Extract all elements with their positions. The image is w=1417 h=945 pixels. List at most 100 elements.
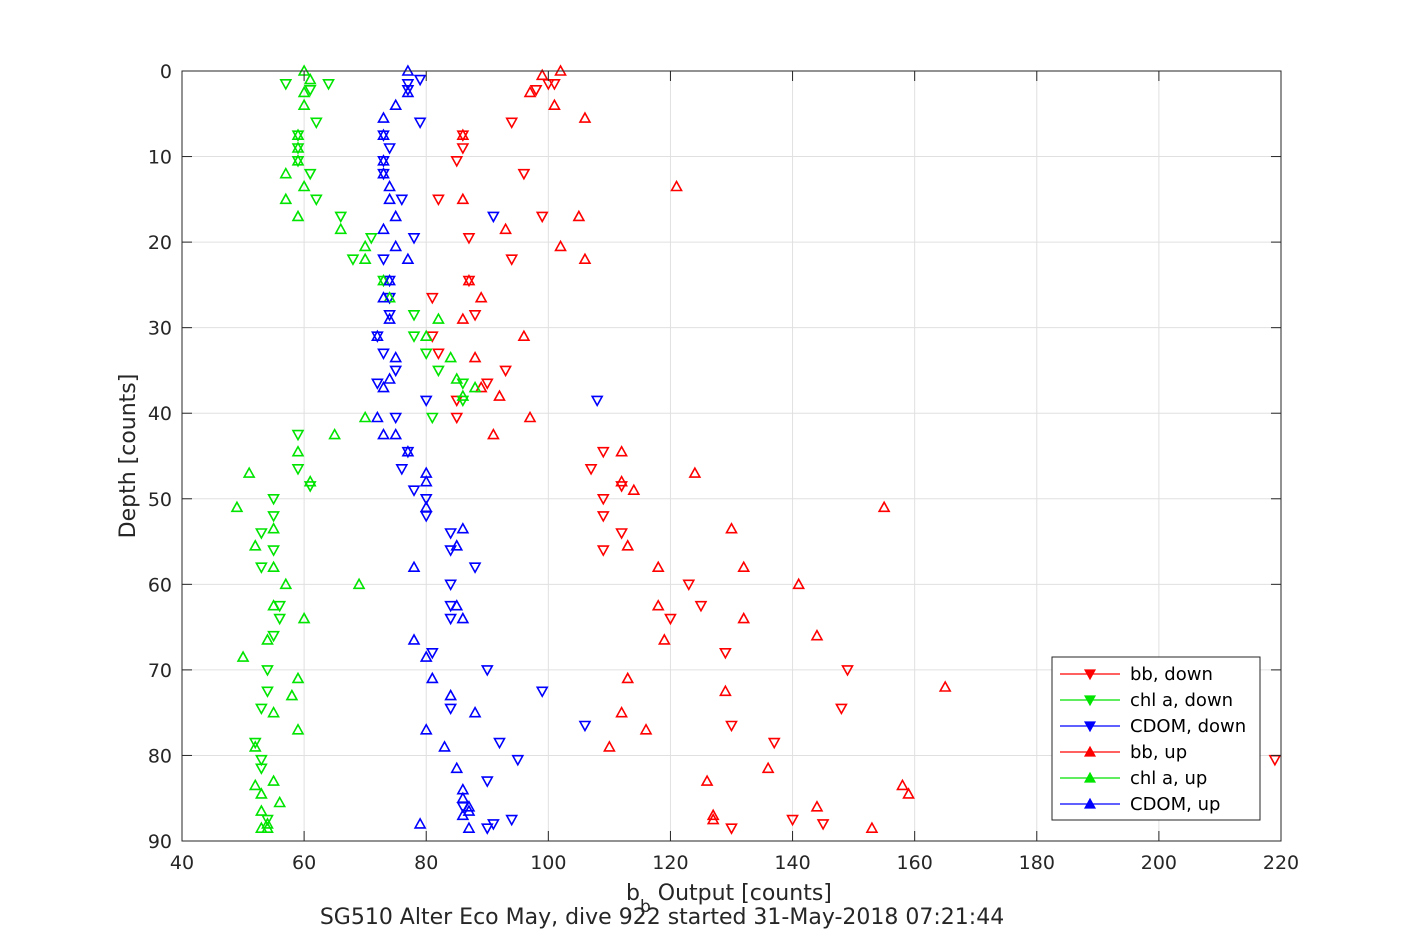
data-point: [291, 209, 305, 222]
data-point: [535, 686, 549, 698]
data-point: [395, 464, 409, 476]
data-point: [657, 633, 671, 645]
data-point: [896, 778, 909, 791]
data-point: [450, 599, 464, 611]
data-point: [303, 72, 317, 85]
data-point: [480, 378, 494, 390]
data-point: [358, 239, 372, 252]
y-tick-label: 60: [148, 574, 172, 596]
data-point: [444, 579, 458, 591]
legend-marker: [1083, 745, 1097, 757]
data-point: [938, 680, 952, 692]
y-tick-label: 80: [148, 745, 172, 767]
data-point: [438, 740, 451, 752]
data-point: [419, 329, 433, 342]
data-point: [328, 427, 341, 440]
data-point: [255, 754, 268, 767]
data-point: [493, 737, 506, 750]
y-tick-label: 90: [148, 831, 172, 853]
data-point: [273, 613, 287, 626]
data-point: [700, 774, 714, 786]
data-point: [468, 310, 482, 322]
ticks: [181, 70, 1282, 842]
data-point: [688, 466, 702, 478]
data-point: [267, 545, 280, 557]
data-point: [261, 821, 274, 833]
data-point: [267, 630, 280, 643]
data-point: [322, 79, 335, 91]
data-point: [248, 740, 262, 752]
data-point: [248, 737, 262, 750]
data-point: [419, 650, 433, 662]
data-point: [444, 613, 458, 626]
data-point: [639, 723, 653, 735]
data-point: [419, 348, 433, 360]
data-point: [480, 776, 494, 788]
data-point: [407, 560, 421, 573]
x-tick-label: 80: [414, 852, 438, 874]
series-2: [371, 74, 604, 835]
data-point: [835, 703, 848, 716]
x-tick-label: 180: [1019, 852, 1055, 874]
data-point: [267, 560, 280, 573]
data-point: [255, 821, 268, 833]
data-point: [267, 511, 280, 523]
data-point: [810, 800, 824, 812]
x-tick-label: 40: [170, 852, 194, 874]
data-point: [670, 179, 683, 192]
x-tick-label: 160: [897, 852, 933, 874]
data-point: [480, 665, 494, 677]
data-point: [425, 292, 439, 305]
data-point: [358, 410, 372, 423]
data-point: [737, 560, 751, 573]
data-point: [413, 817, 427, 829]
data-point: [505, 814, 519, 827]
data-point: [432, 348, 445, 360]
x-axis-label: bb Output [counts]: [626, 881, 832, 917]
data-point: [377, 380, 390, 393]
data-point: [456, 128, 470, 140]
data-point: [255, 787, 268, 799]
plot-frame: [181, 70, 1282, 842]
data-point: [377, 427, 390, 440]
data-point: [419, 723, 433, 735]
data-point: [267, 599, 280, 611]
data-point: [456, 312, 470, 324]
data-point: [297, 611, 311, 624]
data-point: [902, 787, 915, 799]
data-point: [615, 475, 628, 487]
data-point: [248, 778, 262, 791]
data-point: [444, 703, 458, 716]
data-point: [358, 252, 372, 265]
data-point: [377, 111, 390, 123]
data-point: [505, 117, 519, 129]
data-point: [401, 85, 415, 98]
data-point: [529, 85, 543, 97]
data-point: [303, 475, 317, 487]
data-point: [450, 372, 464, 384]
data-point: [548, 98, 561, 111]
data-point: [389, 427, 403, 440]
data-point: [383, 291, 396, 303]
data-point: [364, 233, 378, 245]
data-point: [841, 665, 854, 677]
data-point: [352, 577, 366, 590]
data-point: [407, 331, 421, 343]
data-point: [456, 808, 470, 821]
x-tick-label: 100: [530, 852, 566, 874]
data-point: [468, 380, 482, 393]
data-point: [877, 500, 891, 513]
data-point: [279, 577, 293, 590]
data-point: [303, 85, 317, 97]
data-point: [432, 312, 445, 324]
data-point: [706, 808, 720, 821]
data-point: [462, 233, 476, 245]
data-point: [291, 429, 305, 442]
data-point: [389, 350, 403, 363]
data-point: [517, 168, 531, 181]
data-point: [236, 650, 250, 662]
data-point: [474, 291, 488, 303]
data-point: [725, 720, 738, 733]
data-point: [261, 633, 274, 645]
legend-entry: chl a, up: [1130, 768, 1207, 789]
